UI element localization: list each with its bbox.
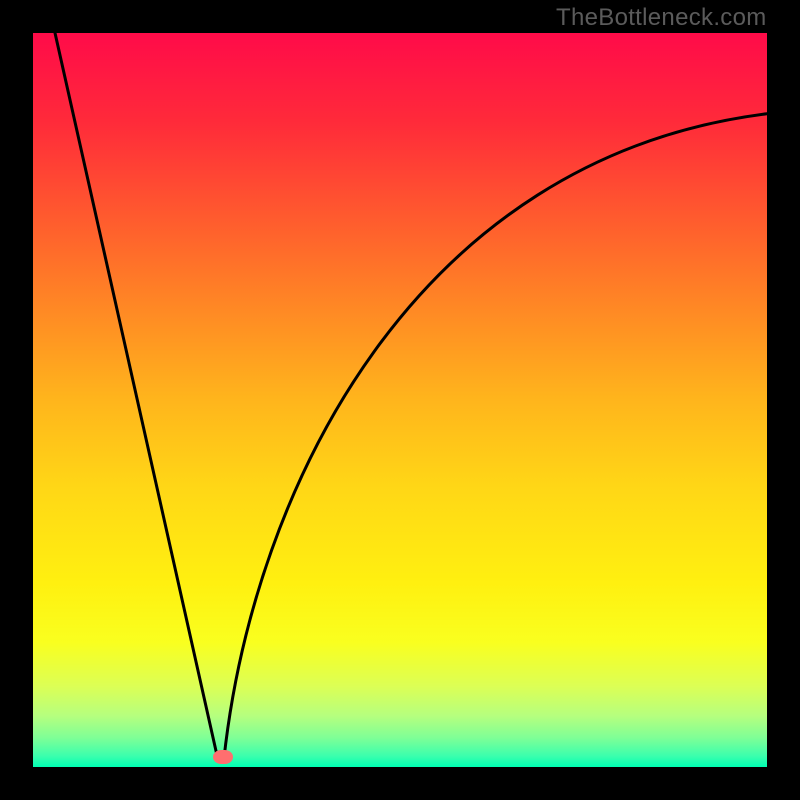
plot-area [33, 33, 767, 767]
curve-layer [33, 33, 767, 767]
optimum-marker [213, 750, 233, 764]
chart-root: TheBottleneck.com [0, 0, 800, 800]
watermark-text: TheBottleneck.com [556, 4, 767, 32]
bottleneck-curve [55, 33, 767, 761]
